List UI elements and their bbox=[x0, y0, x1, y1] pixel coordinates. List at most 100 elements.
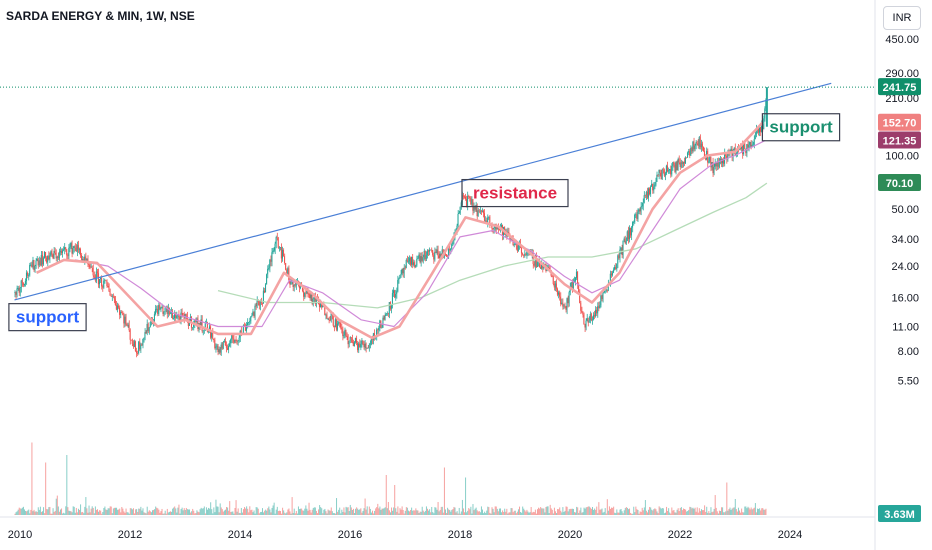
volume-bar bbox=[609, 508, 611, 515]
volume-bar bbox=[241, 512, 243, 515]
candle-body bbox=[223, 341, 225, 343]
candle-body bbox=[125, 316, 127, 325]
candle-body bbox=[54, 250, 56, 253]
volume-bar bbox=[327, 509, 329, 515]
annotation-support-left[interactable]: support bbox=[8, 303, 87, 332]
volume-bar bbox=[706, 506, 708, 515]
candle-body bbox=[427, 250, 429, 252]
volume-bar bbox=[626, 507, 628, 515]
candle-body bbox=[233, 338, 235, 343]
volume-bar bbox=[110, 506, 112, 515]
candle-body bbox=[214, 340, 216, 349]
volume-bar bbox=[575, 512, 577, 515]
candle-body bbox=[180, 312, 182, 322]
candle-body bbox=[733, 147, 735, 151]
annotation-text: support bbox=[769, 118, 833, 137]
candle-body bbox=[312, 298, 314, 304]
candle-body bbox=[168, 307, 170, 314]
candle-body bbox=[604, 290, 606, 293]
volume-bar bbox=[693, 508, 695, 515]
candle-body bbox=[669, 169, 671, 171]
volume-bar bbox=[77, 508, 79, 515]
volume-bar bbox=[579, 510, 581, 515]
volume-bar bbox=[368, 506, 370, 515]
volume-bar bbox=[574, 512, 576, 515]
volume-bar bbox=[616, 509, 618, 515]
candle-body bbox=[80, 254, 82, 262]
candle-body bbox=[178, 314, 180, 318]
tag-value: 70.10 bbox=[886, 178, 914, 190]
volume-bar bbox=[596, 506, 598, 515]
volume-bar bbox=[633, 506, 635, 515]
candle-body bbox=[92, 268, 94, 276]
volume-bar bbox=[582, 512, 584, 515]
candle-body bbox=[142, 339, 144, 346]
candle-body bbox=[636, 214, 638, 219]
candle-body bbox=[69, 246, 71, 248]
volume-bar bbox=[354, 513, 356, 515]
volume-bar bbox=[520, 512, 522, 515]
volume-bar bbox=[425, 506, 427, 515]
candle-body bbox=[641, 206, 643, 208]
candle-body bbox=[478, 210, 480, 212]
volume-bar bbox=[111, 513, 113, 515]
candle-body bbox=[398, 278, 400, 280]
volume-bar bbox=[145, 513, 147, 515]
volume-bar bbox=[88, 505, 90, 515]
candle-body bbox=[721, 158, 723, 164]
candle-body bbox=[475, 205, 477, 210]
volume-bar bbox=[101, 513, 103, 515]
volume-bar bbox=[530, 507, 532, 515]
candle-body bbox=[618, 255, 620, 259]
candle-body bbox=[225, 345, 227, 348]
annotation-resistance[interactable]: resistance bbox=[461, 178, 569, 208]
volume-bar bbox=[465, 477, 467, 515]
candle-body bbox=[76, 245, 78, 252]
volume-bar bbox=[169, 511, 171, 515]
volume-bar bbox=[132, 508, 134, 515]
candle-body bbox=[703, 151, 705, 157]
volume-bar bbox=[256, 507, 258, 515]
candle-body bbox=[606, 289, 608, 291]
currency-selector[interactable]: INR bbox=[883, 6, 921, 30]
candle-body bbox=[238, 337, 240, 341]
volume-bar bbox=[224, 509, 226, 515]
candle-body bbox=[551, 275, 553, 277]
volume-bar bbox=[172, 508, 174, 515]
candle-body bbox=[59, 251, 61, 252]
candle-body bbox=[536, 262, 538, 267]
candle-body bbox=[463, 196, 465, 198]
candle-body bbox=[24, 281, 26, 284]
candle-body bbox=[653, 186, 655, 191]
candle-body bbox=[266, 274, 268, 285]
volume-bar bbox=[630, 512, 632, 515]
volume-bar bbox=[67, 507, 69, 515]
volume-bar bbox=[46, 509, 48, 515]
volume-bar bbox=[452, 509, 454, 515]
candle-body bbox=[26, 272, 28, 276]
volume-bar bbox=[564, 510, 566, 515]
volume-bar bbox=[124, 512, 126, 515]
volume-bar bbox=[324, 508, 326, 515]
candle-body bbox=[605, 289, 607, 291]
candle-body bbox=[355, 337, 357, 344]
volume-bar bbox=[742, 512, 744, 515]
candle-body bbox=[281, 249, 283, 259]
candle-body bbox=[552, 276, 554, 284]
volume-bar bbox=[541, 508, 543, 515]
volume-bar bbox=[741, 508, 743, 515]
annotation-support-right[interactable]: support bbox=[761, 113, 841, 142]
volume-bar bbox=[744, 506, 746, 515]
candle-body bbox=[534, 255, 536, 266]
candle-body bbox=[38, 260, 40, 266]
volume-bar bbox=[508, 512, 510, 515]
candle-body bbox=[350, 337, 352, 339]
candle-body bbox=[568, 292, 570, 304]
trendline[interactable] bbox=[14, 82, 832, 301]
candle-body bbox=[28, 275, 30, 277]
candle-body bbox=[682, 161, 684, 165]
candle-body bbox=[724, 152, 726, 164]
volume-bar bbox=[22, 506, 24, 515]
volume-bar bbox=[676, 509, 678, 515]
